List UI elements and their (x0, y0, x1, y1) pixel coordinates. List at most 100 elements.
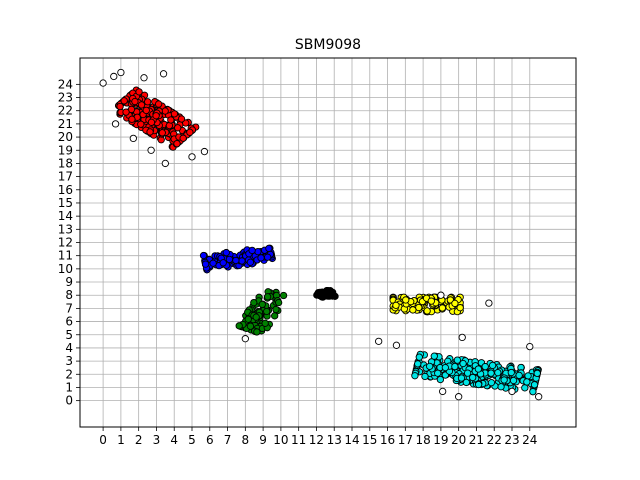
data-point (170, 110, 179, 118)
x-tick-label: 9 (259, 433, 267, 447)
data-point (135, 88, 143, 96)
x-tick-label: 3 (153, 433, 161, 447)
data-point (456, 304, 464, 312)
y-tick-label: 21 (58, 117, 73, 131)
data-point (469, 373, 477, 382)
x-tick-label: 15 (362, 433, 377, 447)
data-point (474, 365, 482, 373)
data-point (161, 107, 169, 115)
data-point (524, 372, 532, 380)
x-tick-label: 2 (135, 433, 143, 447)
y-tick-label: 10 (58, 262, 73, 276)
outlier-point (455, 393, 463, 401)
y-tick-label: 18 (58, 156, 73, 170)
x-axis-ticks: 0 1 2 3 4 5 6 7 8 9 10 11 12 13 14 15 16 17 18 19 20 21 22 23 24 (99, 427, 537, 447)
y-tick-label: 14 (58, 209, 73, 223)
data-point (463, 369, 472, 377)
y-tick-label: 23 (58, 91, 73, 105)
outlier-point (437, 291, 445, 299)
y-tick-label: 24 (58, 77, 73, 91)
x-tick-label: 16 (380, 433, 395, 447)
outlier-point (117, 68, 125, 77)
x-tick-label: 14 (344, 433, 359, 447)
data-point (272, 305, 280, 314)
outlier-point (392, 341, 401, 349)
x-tick-label: 22 (487, 433, 502, 447)
data-point (530, 381, 539, 389)
data-point (481, 362, 489, 371)
y-tick-label: 9 (65, 275, 73, 289)
data-point (509, 376, 518, 385)
y-tick-label: 7 (65, 301, 73, 315)
data-point (158, 129, 166, 137)
data-point (253, 328, 261, 336)
data-point (137, 120, 145, 128)
y-tick-label: 22 (58, 104, 73, 118)
x-tick-label: 21 (469, 433, 484, 447)
data-point (438, 304, 447, 312)
data-point (451, 299, 459, 308)
data-point (488, 361, 497, 370)
data-points (99, 68, 543, 401)
x-tick-label: 11 (291, 433, 306, 447)
outlier-point (485, 299, 493, 307)
data-point (201, 260, 210, 268)
data-point (116, 102, 124, 111)
x-tick-label: 4 (170, 433, 178, 447)
outlier-point (147, 146, 155, 154)
y-tick-label: 13 (58, 222, 73, 236)
data-point (434, 369, 442, 377)
data-point (173, 139, 181, 148)
data-point (415, 353, 423, 361)
data-point (279, 291, 288, 300)
x-tick-label: 17 (398, 433, 413, 447)
data-point (474, 380, 483, 389)
outlier-point (188, 153, 196, 161)
data-point (254, 247, 262, 256)
data-point (497, 383, 505, 391)
data-point (232, 256, 240, 265)
data-point (155, 100, 163, 108)
data-point (487, 369, 495, 377)
x-tick-label: 18 (415, 433, 430, 447)
data-point (421, 372, 429, 381)
x-tick-label: 7 (224, 433, 232, 447)
chart-title: SBM9098 (295, 37, 361, 53)
x-tick-label: 23 (504, 433, 519, 447)
y-tick-label: 1 (65, 380, 73, 394)
data-point (441, 363, 449, 372)
x-tick-label: 19 (433, 433, 448, 447)
data-point (222, 248, 230, 257)
outlier-point (241, 335, 249, 343)
data-point (457, 374, 466, 382)
data-point (128, 115, 136, 123)
data-point (263, 253, 272, 261)
y-tick-label: 20 (58, 130, 73, 144)
y-tick-label: 3 (65, 354, 73, 368)
data-point (252, 313, 260, 321)
outlier-point (508, 387, 516, 396)
outlier-point (111, 120, 120, 128)
data-point (263, 293, 272, 301)
data-point (430, 352, 438, 360)
data-point (209, 259, 217, 267)
x-tick-label: 1 (117, 433, 125, 447)
x-tick-label: 0 (99, 433, 107, 447)
outlier-point (99, 79, 107, 87)
data-point (409, 306, 417, 314)
outlier-point (140, 74, 148, 82)
data-point (265, 244, 273, 253)
data-point (225, 255, 234, 264)
data-point (500, 376, 508, 384)
data-point (248, 246, 256, 255)
data-point (423, 307, 431, 315)
data-point (411, 372, 419, 380)
data-point (426, 362, 434, 370)
data-point (494, 369, 502, 377)
outlier-point (439, 387, 447, 396)
y-tick-label: 8 (65, 288, 73, 302)
data-point (199, 251, 208, 260)
data-point (462, 378, 470, 387)
data-point (515, 371, 523, 379)
